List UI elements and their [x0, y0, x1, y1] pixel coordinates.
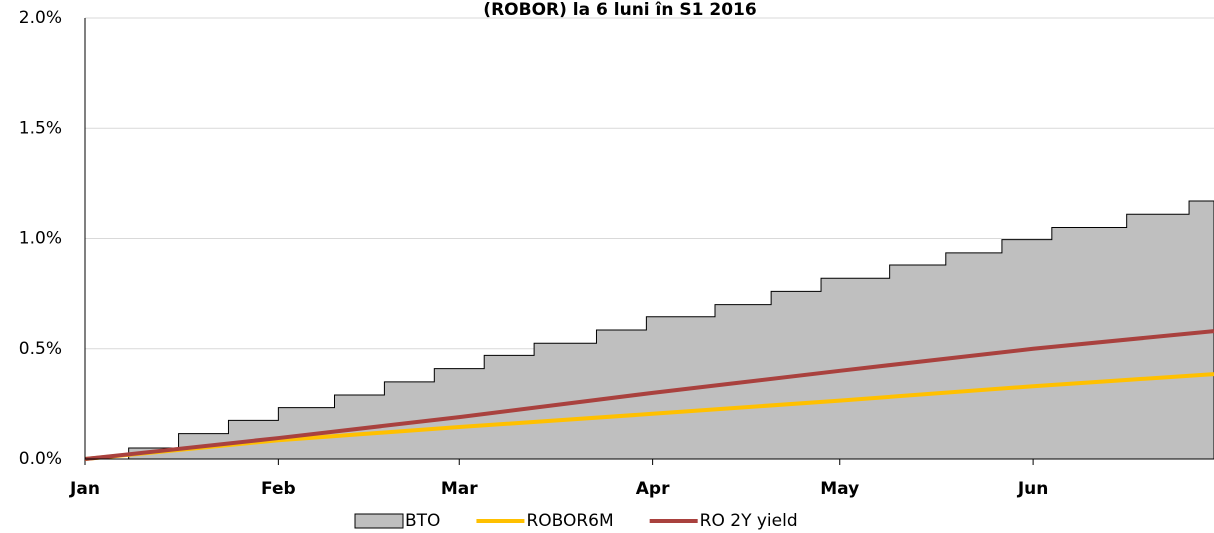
legend-label: BTO — [405, 511, 440, 531]
x-tick-label: Jun — [1017, 479, 1049, 499]
area — [85, 200, 1214, 460]
y-tick-label: 1.0% — [19, 229, 62, 249]
line — [84, 329, 1214, 461]
y-tick-label: 2.0% — [19, 8, 62, 28]
legend-label: ROBOR6M — [526, 511, 613, 531]
legend-swatch — [354, 513, 404, 529]
x-tick-label: Feb — [261, 479, 296, 499]
y-tick-label: 0.5% — [19, 339, 62, 359]
x-tick-label: Jan — [69, 479, 100, 499]
x-tick-label: Apr — [636, 479, 670, 499]
x-tick-label: May — [820, 479, 859, 499]
line — [84, 372, 1214, 461]
legend-label: RO 2Y yield — [700, 511, 798, 531]
x-tick-label: Mar — [441, 479, 478, 499]
y-tick-label: 0.0% — [19, 449, 62, 469]
y-tick-label: 1.5% — [19, 118, 62, 138]
chart-title: (ROBOR) la 6 luni în S1 2016 — [483, 0, 756, 20]
